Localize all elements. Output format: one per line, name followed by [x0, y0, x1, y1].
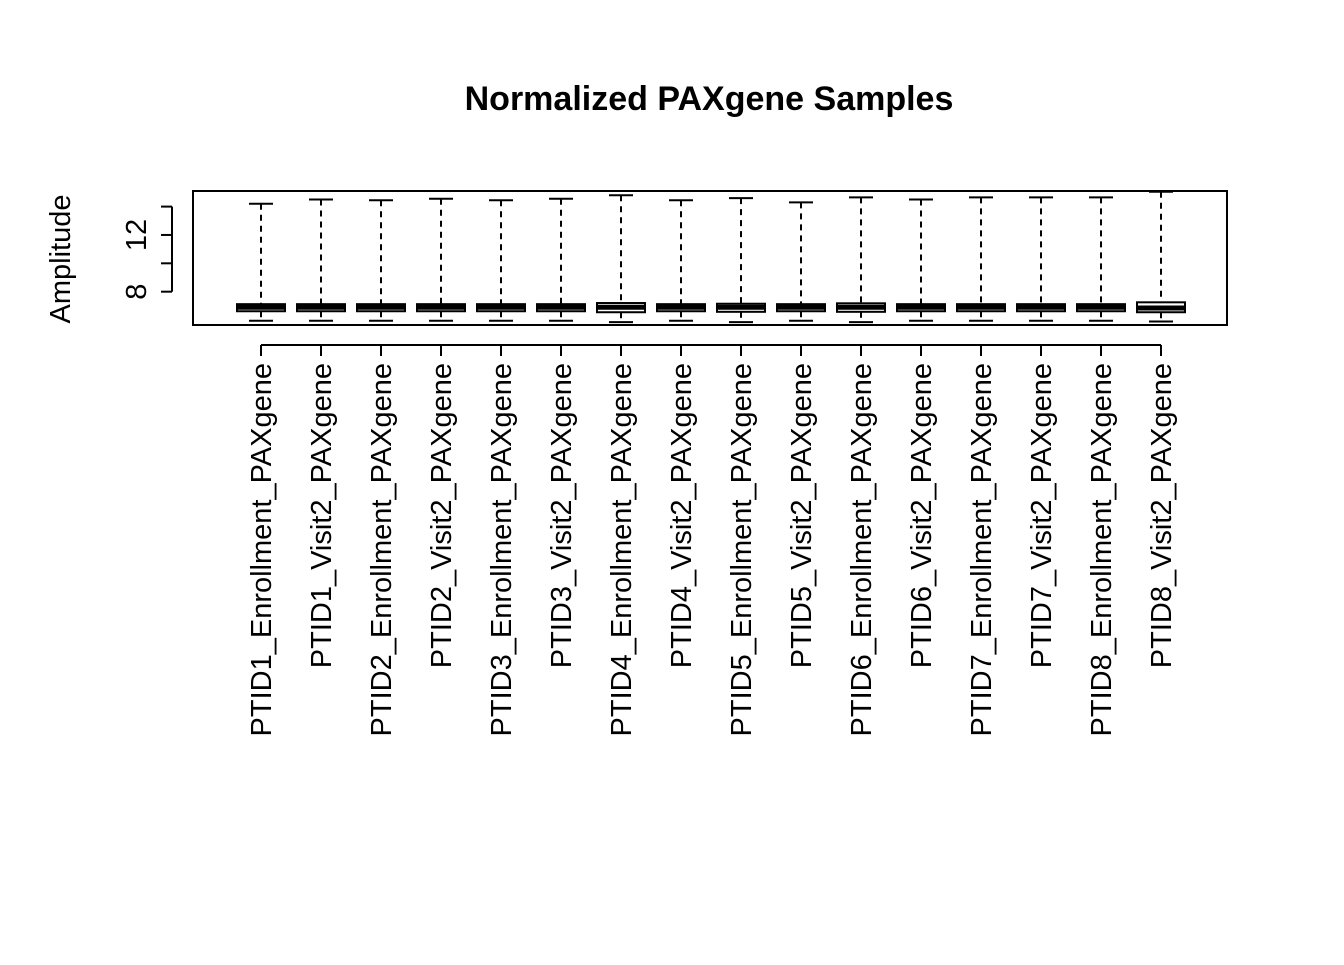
box-series — [236, 190, 1186, 324]
box-16 — [1136, 190, 1186, 323]
box-5 — [476, 199, 526, 322]
box-9 — [716, 197, 766, 324]
chart-title: Normalized PAXgene Samples — [465, 80, 954, 118]
box-6 — [536, 197, 586, 322]
x-tick-label-9: PTID5_Enrollment_PAXgene — [726, 363, 758, 736]
box-12 — [896, 198, 946, 322]
x-tick-label-6: PTID3_Visit2_PAXgene — [546, 363, 578, 668]
box-15 — [1076, 196, 1126, 322]
x-tick-label-5: PTID3_Enrollment_PAXgene — [486, 363, 518, 736]
x-tick-label-12: PTID6_Visit2_PAXgene — [906, 363, 938, 668]
x-tick-label-8: PTID4_Visit2_PAXgene — [666, 363, 698, 668]
x-tick-label-7: PTID4_Enrollment_PAXgene — [606, 363, 638, 736]
box-4 — [416, 197, 466, 322]
x-tick-label-1: PTID1_Enrollment_PAXgene — [246, 363, 278, 736]
box-13 — [956, 196, 1006, 322]
x-tick-label-2: PTID1_Visit2_PAXgene — [306, 363, 338, 668]
box-7 — [596, 194, 646, 324]
box-3 — [356, 199, 406, 322]
box-8 — [656, 199, 706, 322]
x-tick-label-4: PTID2_Visit2_PAXgene — [426, 363, 458, 668]
plot-frame — [192, 190, 1228, 326]
x-tick-label-13: PTID7_Enrollment_PAXgene — [966, 363, 998, 736]
x-tick-label-14: PTID7_Visit2_PAXgene — [1026, 363, 1058, 668]
x-axis: PTID1_Enrollment_PAXgene PTID1_Visit2_PAX… — [246, 344, 1178, 736]
x-tick-label-11: PTID6_Enrollment_PAXgene — [846, 363, 878, 736]
box-2 — [296, 198, 346, 322]
y-tick-label-12: 12 — [121, 219, 153, 251]
y-axis-label: Amplitude — [45, 195, 77, 324]
box-11 — [836, 196, 886, 324]
x-tick-label-15: PTID8_Enrollment_PAXgene — [1086, 363, 1118, 736]
y-tick-label-8: 8 — [121, 284, 153, 300]
box-14 — [1016, 196, 1066, 322]
x-tick-label-10: PTID5_Visit2_PAXgene — [786, 363, 818, 668]
x-tick-label-16: PTID8_Visit2_PAXgene — [1146, 363, 1178, 668]
y-axis: 8 12 — [121, 205, 173, 300]
box-1 — [236, 202, 286, 322]
box-10 — [776, 201, 826, 322]
x-tick-label-3: PTID2_Enrollment_PAXgene — [366, 363, 398, 736]
